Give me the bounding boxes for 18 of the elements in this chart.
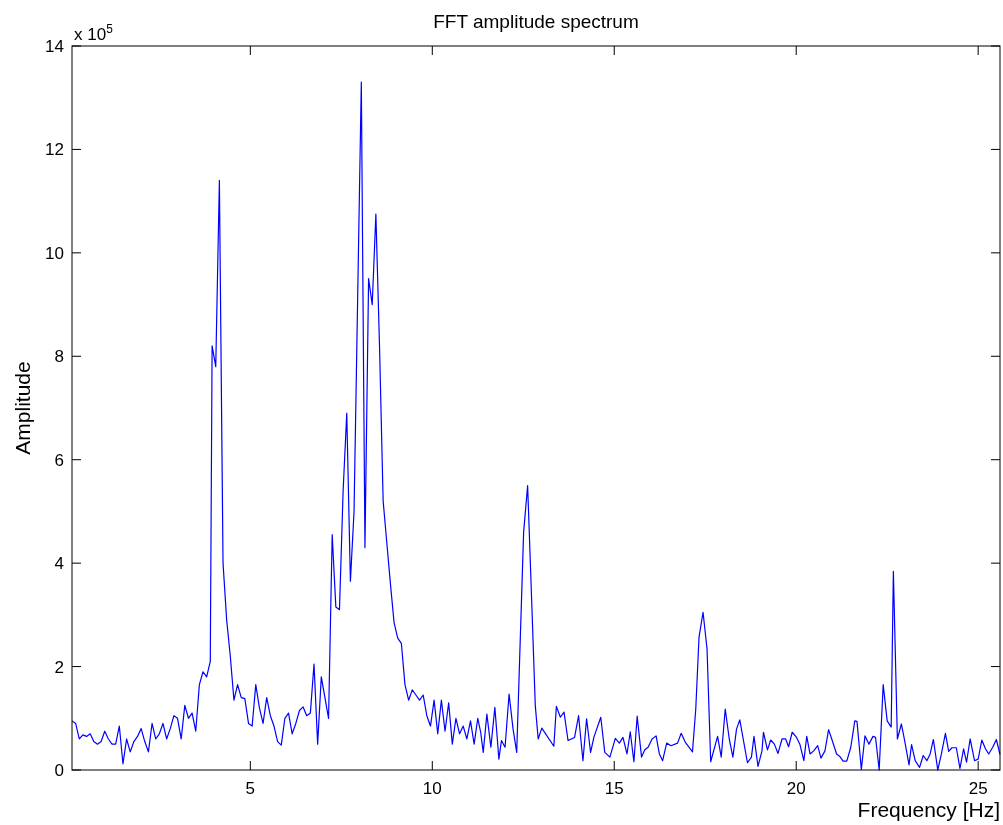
y-tick-label: 4: [54, 554, 64, 574]
y-axis-title: Amplitude: [11, 361, 34, 455]
line-series: [71, 81, 1001, 771]
y-tick-label: 10: [45, 243, 64, 263]
y-tick-label: 6: [54, 450, 64, 470]
y-tick-label: 0: [54, 760, 64, 780]
x-tick-label: 20: [786, 779, 806, 798]
y-tick-label: 2: [54, 657, 64, 677]
y-tick-label: 12: [45, 140, 64, 160]
x-tick-label: 5: [245, 779, 256, 798]
x-tick-label: 25: [968, 779, 988, 798]
x-axis-title: Frequency [Hz]: [857, 798, 1000, 821]
chart-title: FFT amplitude spectrum: [433, 11, 639, 32]
text: x 10$^{5}$: [74, 22, 114, 44]
y-tick-label: 14: [45, 36, 64, 56]
y-tick-label: 8: [54, 347, 64, 367]
x-tick-label: 10: [422, 779, 442, 798]
x-tick-label: 15: [604, 779, 624, 798]
